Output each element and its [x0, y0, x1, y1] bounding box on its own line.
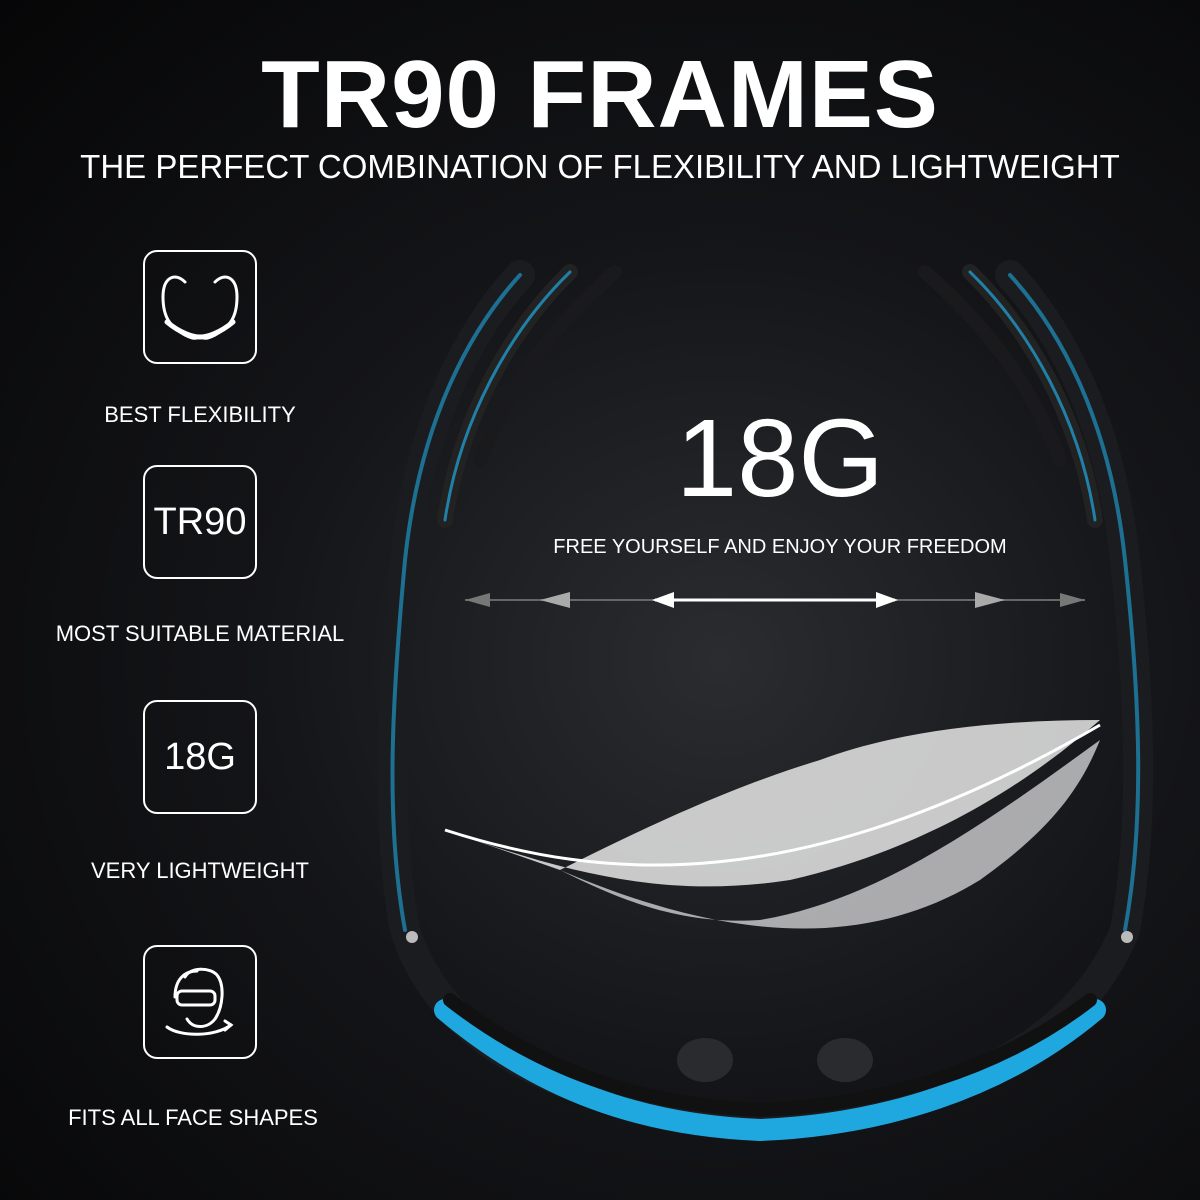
feature-label-material: MOST SUITABLE MATERIAL — [55, 621, 345, 646]
weight-text-icon: 18G — [143, 700, 257, 814]
feather-illustration — [444, 720, 1101, 929]
page-title: TR90 FRAMES — [261, 41, 939, 148]
width-arrow — [465, 592, 1085, 608]
feature-label-lightweight: VERY LIGHTWEIGHT — [90, 858, 309, 883]
tagline: FREE YOURSELF AND ENJOY YOUR FREEDOM — [553, 536, 1007, 558]
flexible-glasses-icon — [143, 250, 257, 364]
tr90-icon-text: TR90 — [153, 500, 247, 543]
weight-headline: 18G — [676, 397, 884, 520]
face-shape-icon — [143, 945, 257, 1059]
feature-label-flexibility: BEST FLEXIBILITY — [104, 402, 296, 427]
hinge-screw-left — [406, 931, 418, 943]
nose-pad-left — [677, 1038, 733, 1082]
page-subtitle: THE PERFECT COMBINATION OF FLEXIBILITY A… — [80, 148, 1120, 185]
glasses-frame — [377, 260, 1154, 1142]
nose-pad-right — [817, 1038, 873, 1082]
weight-icon-text: 18G — [164, 735, 236, 778]
hinge-screw-right — [1121, 931, 1133, 943]
feature-label-face-shapes: FITS ALL FACE SHAPES — [68, 1105, 318, 1130]
tr90-text-icon: TR90 — [143, 465, 257, 579]
